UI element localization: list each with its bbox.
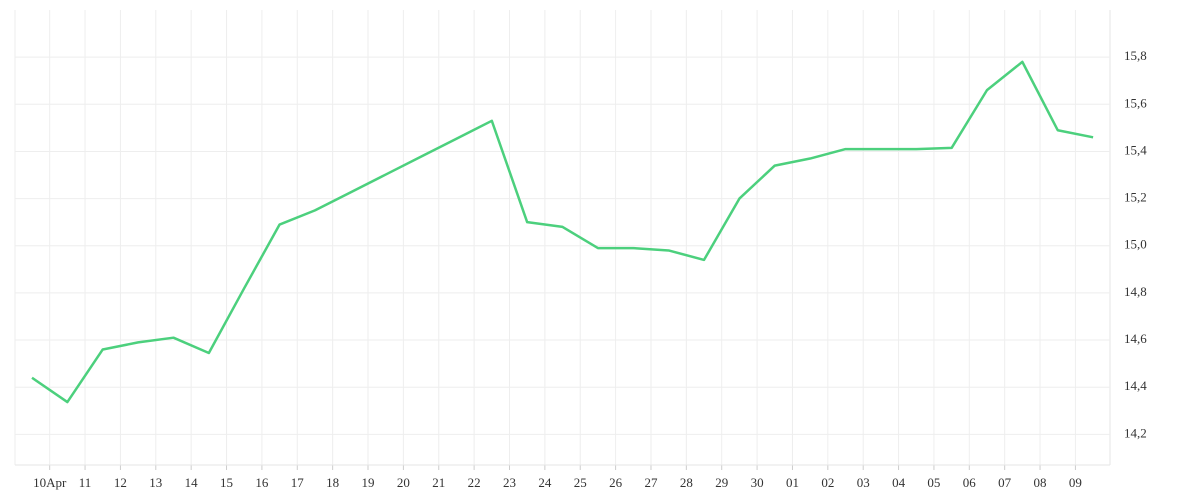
x-tick-label: 12 (114, 475, 127, 490)
x-tick-label: 04 (892, 475, 906, 490)
y-tick-label: 15,4 (1124, 142, 1147, 157)
x-tick-label: 20 (397, 475, 410, 490)
x-tick-label: 10Apr (33, 475, 67, 490)
x-tick-label: 13 (149, 475, 162, 490)
x-tick-label: 25 (574, 475, 587, 490)
x-tick-label: 11 (79, 475, 92, 490)
y-tick-label: 15,2 (1124, 190, 1147, 205)
x-tick-label: 22 (468, 475, 481, 490)
y-tick-label: 15,6 (1124, 95, 1147, 110)
x-tick-label: 07 (998, 475, 1012, 490)
x-tick-label: 28 (680, 475, 693, 490)
x-tick-label: 09 (1069, 475, 1082, 490)
x-tick-label: 16 (255, 475, 269, 490)
y-tick-label: 14,8 (1124, 284, 1147, 299)
x-tick-label: 06 (963, 475, 977, 490)
x-tick-label: 30 (751, 475, 764, 490)
x-tick-label: 19 (362, 475, 375, 490)
line-series (31, 60, 1094, 404)
x-tick-label: 03 (857, 475, 870, 490)
x-tick-label: 01 (786, 475, 799, 490)
x-tick-label: 15 (220, 475, 233, 490)
y-tick-label: 14,6 (1124, 331, 1147, 346)
x-tick-label: 23 (503, 475, 516, 490)
x-tick-label: 18 (326, 475, 339, 490)
x-tick-label: 02 (821, 475, 834, 490)
y-tick-label: 14,2 (1124, 425, 1147, 440)
x-tick-label: 24 (538, 475, 552, 490)
y-tick-label: 15,0 (1124, 237, 1147, 252)
x-tick-label: 27 (644, 475, 658, 490)
x-tick-label: 26 (609, 475, 623, 490)
x-tick-label: 05 (927, 475, 940, 490)
y-tick-label: 15,8 (1124, 48, 1147, 63)
x-tick-label: 21 (432, 475, 445, 490)
x-tick-label: 29 (715, 475, 728, 490)
x-tick-label: 08 (1034, 475, 1047, 490)
y-tick-label: 14,4 (1124, 378, 1147, 393)
x-tick-label: 17 (291, 475, 305, 490)
x-tick-label: 14 (185, 475, 199, 490)
